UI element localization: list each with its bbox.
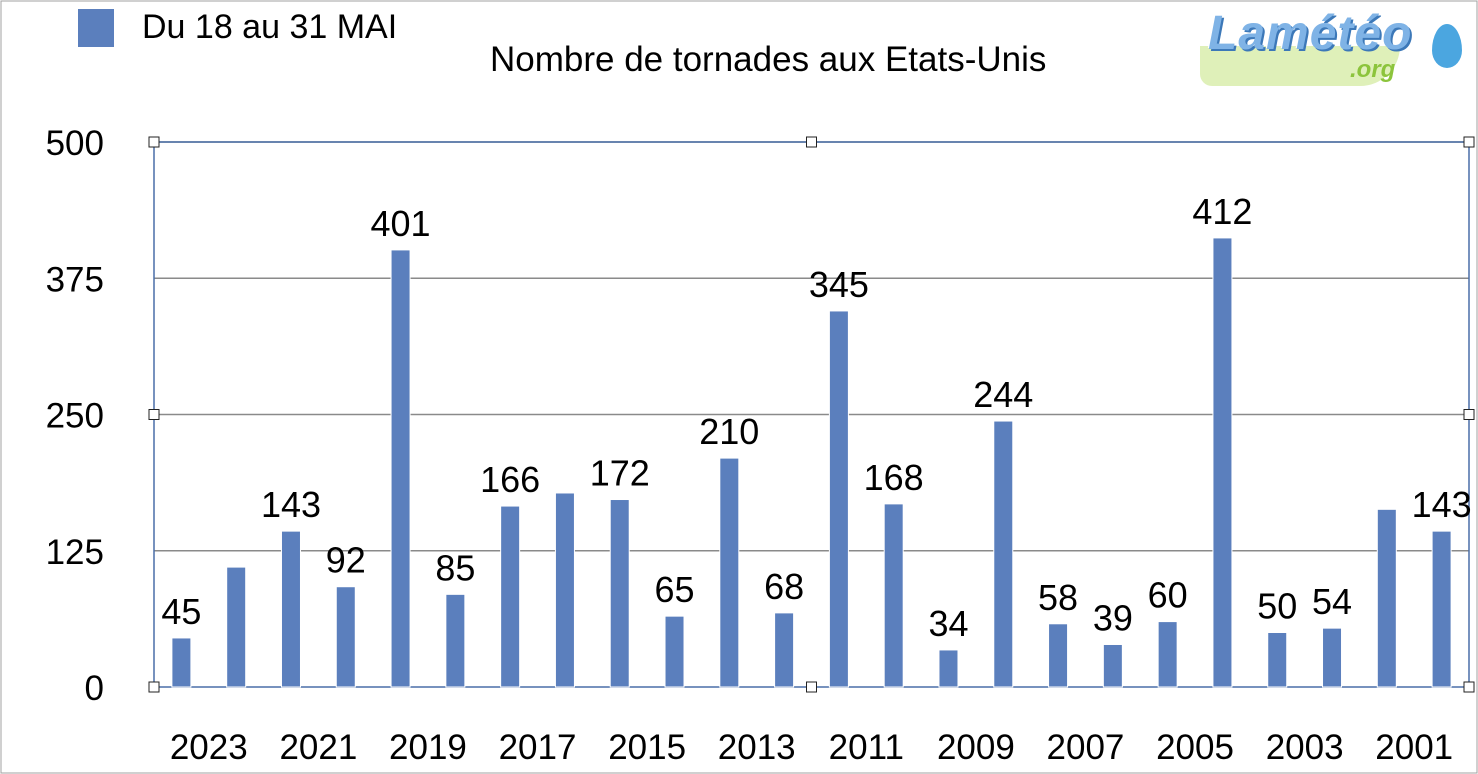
selection-handle — [1463, 409, 1475, 420]
data-label: 34 — [928, 603, 968, 644]
y-tick-label: 125 — [46, 533, 104, 572]
data-label: 210 — [699, 411, 759, 452]
x-tick-label: 2001 — [1375, 728, 1453, 767]
x-tick-label: 2011 — [829, 728, 904, 767]
logo-swoosh — [1200, 46, 1400, 86]
data-label: 39 — [1093, 597, 1133, 638]
bar-2009 — [938, 649, 959, 688]
x-tick-label: 2023 — [170, 728, 248, 767]
brand-logo: Lamétéo .org — [1200, 6, 1470, 92]
bar-2000 — [1431, 530, 1452, 688]
bar-2017 — [500, 505, 521, 688]
bar-2005 — [1157, 621, 1178, 688]
data-label: 58 — [1038, 577, 1078, 618]
data-label: 412 — [1192, 191, 1252, 232]
data-label: 60 — [1148, 575, 1188, 616]
selection-handle — [1463, 136, 1475, 148]
bar-2018 — [445, 593, 466, 688]
y-tick-label: 375 — [46, 260, 104, 299]
legend-label: Du 18 au 31 MAI — [142, 8, 398, 46]
data-label: 45 — [161, 591, 201, 632]
x-tick-label: 2017 — [499, 728, 577, 767]
bar-2011 — [828, 310, 849, 688]
bar-2007 — [1048, 623, 1069, 688]
bar-2008 — [993, 420, 1014, 688]
legend-swatch — [78, 8, 114, 47]
data-label: 85 — [435, 547, 475, 588]
x-tick-label: 2007 — [1047, 728, 1125, 767]
x-tick-label: 2019 — [389, 728, 467, 767]
x-tick-label: 2021 — [279, 728, 357, 767]
legend: Du 18 au 31 MAI — [78, 8, 397, 47]
bar-2004 — [1212, 237, 1233, 688]
bar-2014 — [664, 615, 685, 688]
y-tick-label: 0 — [85, 669, 104, 708]
x-tick-label: 2009 — [937, 728, 1015, 767]
water-drop-icon — [1432, 24, 1462, 68]
bar-2020 — [335, 586, 356, 688]
bar-2021 — [280, 530, 301, 688]
logo-name: Lamétéo — [1208, 7, 1413, 60]
selection-handle — [806, 681, 817, 693]
selection-handle — [148, 136, 160, 148]
data-label: 172 — [590, 453, 650, 494]
bar-2012 — [774, 612, 795, 688]
bar-2022 — [226, 566, 247, 688]
selection-handle — [148, 681, 160, 693]
x-tick-label: 2015 — [608, 728, 686, 767]
data-label: 65 — [654, 569, 694, 610]
bar-2006 — [1102, 643, 1123, 688]
logo-domain: .org — [1350, 56, 1396, 83]
bar-2002 — [1322, 627, 1343, 688]
bar-2015 — [609, 499, 630, 688]
bar-2019 — [390, 249, 411, 688]
x-tick-label: 2013 — [718, 728, 796, 767]
data-label: 168 — [864, 457, 924, 498]
data-label: 68 — [764, 566, 804, 607]
data-label: 92 — [326, 540, 366, 581]
bar-2023 — [171, 637, 192, 688]
data-label: 345 — [809, 264, 869, 305]
data-label: 401 — [371, 203, 431, 244]
data-label: 54 — [1312, 581, 1352, 622]
selection-handle — [806, 136, 817, 148]
bar-2001 — [1376, 508, 1397, 688]
y-tick-label: 500 — [46, 124, 104, 163]
y-tick-label: 250 — [46, 397, 104, 436]
data-label: 166 — [480, 459, 540, 500]
bar-2003 — [1267, 632, 1288, 688]
data-label: 143 — [261, 484, 321, 525]
bar-2016 — [554, 492, 575, 688]
data-label: 244 — [973, 374, 1033, 415]
data-label: 50 — [1257, 586, 1297, 627]
x-tick-label: 2003 — [1266, 728, 1344, 767]
chart-title: Nombre de tornades aux Etats-Unis — [490, 40, 1047, 79]
x-tick-label: 2005 — [1156, 728, 1234, 767]
bar-2010 — [883, 503, 904, 688]
bar-2013 — [719, 457, 740, 688]
data-label: 143 — [1412, 484, 1472, 525]
selection-handle — [148, 409, 160, 420]
selection-handle — [1463, 681, 1475, 693]
